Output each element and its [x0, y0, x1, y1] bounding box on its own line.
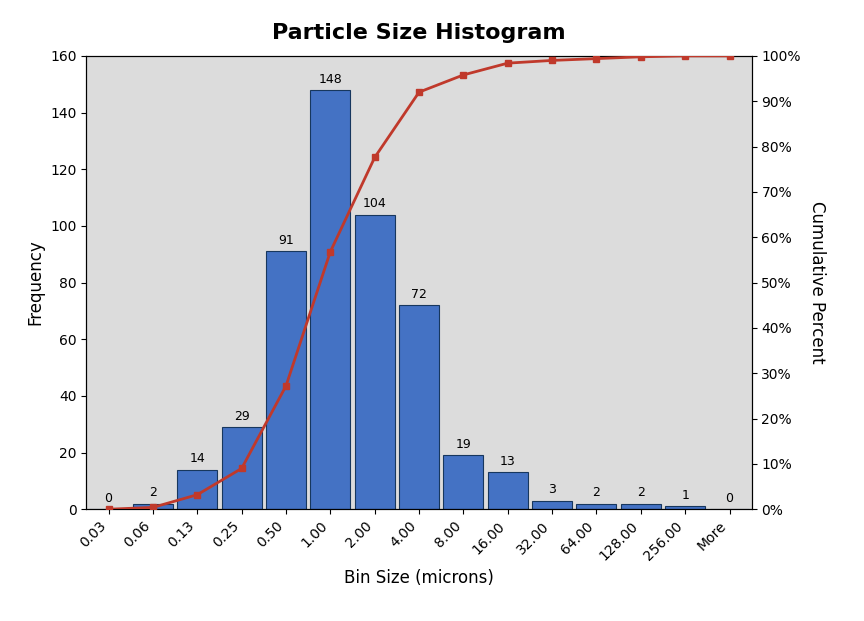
Bar [621, 504, 661, 509]
Text: 2: 2 [637, 486, 645, 499]
Text: 0: 0 [726, 492, 734, 505]
Text: 1: 1 [681, 489, 689, 502]
Text: 0: 0 [105, 492, 112, 505]
Text: 91: 91 [278, 234, 294, 247]
Bar [266, 252, 306, 509]
Bar [443, 455, 483, 509]
Text: 104: 104 [363, 197, 386, 211]
Text: 2: 2 [593, 486, 600, 499]
Bar [399, 305, 439, 509]
Text: 29: 29 [234, 410, 250, 423]
Bar [177, 469, 217, 509]
Text: 72: 72 [411, 288, 427, 301]
Bar [488, 473, 528, 509]
Bar [133, 504, 173, 509]
Bar [576, 504, 616, 509]
Y-axis label: Cumulative Percent: Cumulative Percent [808, 201, 826, 364]
Text: 19: 19 [455, 438, 471, 451]
Bar [222, 427, 262, 509]
Bar [665, 506, 705, 509]
Bar [310, 90, 350, 509]
Y-axis label: Frequency: Frequency [27, 240, 45, 325]
Text: 14: 14 [189, 452, 205, 465]
Bar [532, 501, 572, 509]
X-axis label: Bin Size (microns): Bin Size (microns) [344, 569, 494, 587]
Text: 13: 13 [500, 455, 516, 468]
Title: Particle Size Histogram: Particle Size Histogram [272, 23, 566, 43]
Bar [355, 215, 395, 509]
Text: 3: 3 [548, 484, 556, 496]
Text: 148: 148 [319, 73, 342, 86]
Text: 2: 2 [149, 486, 157, 499]
